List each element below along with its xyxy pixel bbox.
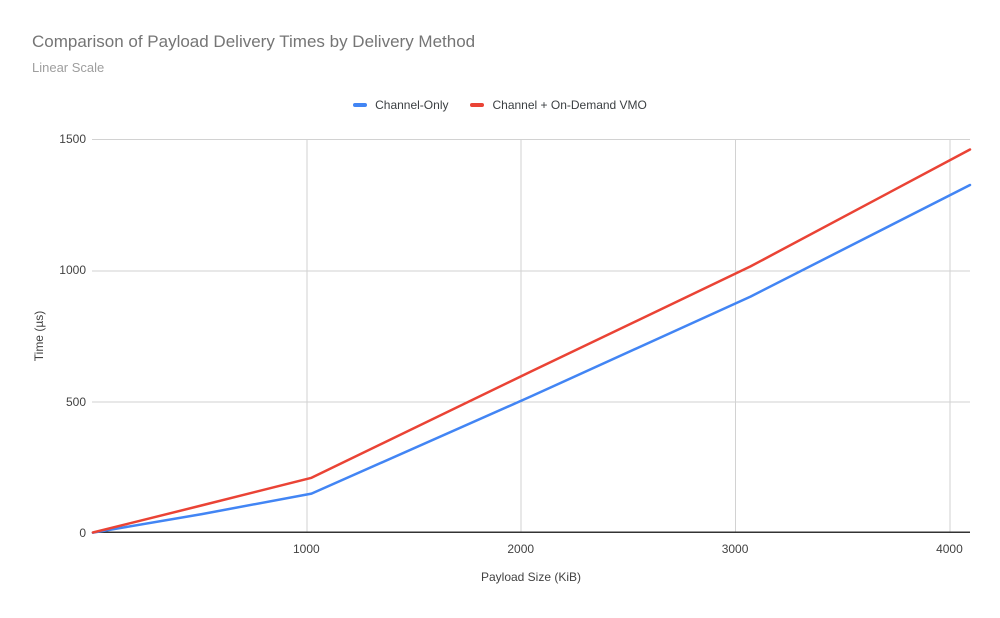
series-line-0 xyxy=(91,183,972,534)
x-axis-title: Payload Size (KiB) xyxy=(480,570,582,584)
legend-item-channel-only[interactable]: Channel-Only xyxy=(353,98,448,112)
legend-swatch-channel-only xyxy=(353,103,368,107)
plot-svg xyxy=(91,139,972,534)
y-axis-title: Time (µs) xyxy=(32,310,46,362)
y-tick-label: 1000 xyxy=(59,263,86,278)
plot-area xyxy=(91,139,972,534)
legend-swatch-channel-vmo xyxy=(470,103,485,107)
legend-label-channel-only: Channel-Only xyxy=(375,98,449,112)
legend: Channel-Only Channel + On-Demand VMO xyxy=(0,98,1000,112)
x-tick-label: 2000 xyxy=(507,542,535,556)
chart-subtitle: Linear Scale xyxy=(32,60,105,75)
y-tick-label: 1500 xyxy=(59,132,86,146)
legend-label-channel-vmo: Channel + On-Demand VMO xyxy=(492,98,647,112)
x-tick-label: 4000 xyxy=(936,542,963,556)
chart-title: Comparison of Payload Delivery Times by … xyxy=(32,32,476,51)
y-tick-label: 0 xyxy=(79,526,86,540)
x-tick-label: 1000 xyxy=(292,542,320,556)
legend-item-channel-vmo[interactable]: Channel + On-Demand VMO xyxy=(470,98,647,112)
y-tick-label: 500 xyxy=(65,394,86,409)
series-line-1 xyxy=(91,148,972,534)
x-tick-label: 3000 xyxy=(721,542,749,556)
